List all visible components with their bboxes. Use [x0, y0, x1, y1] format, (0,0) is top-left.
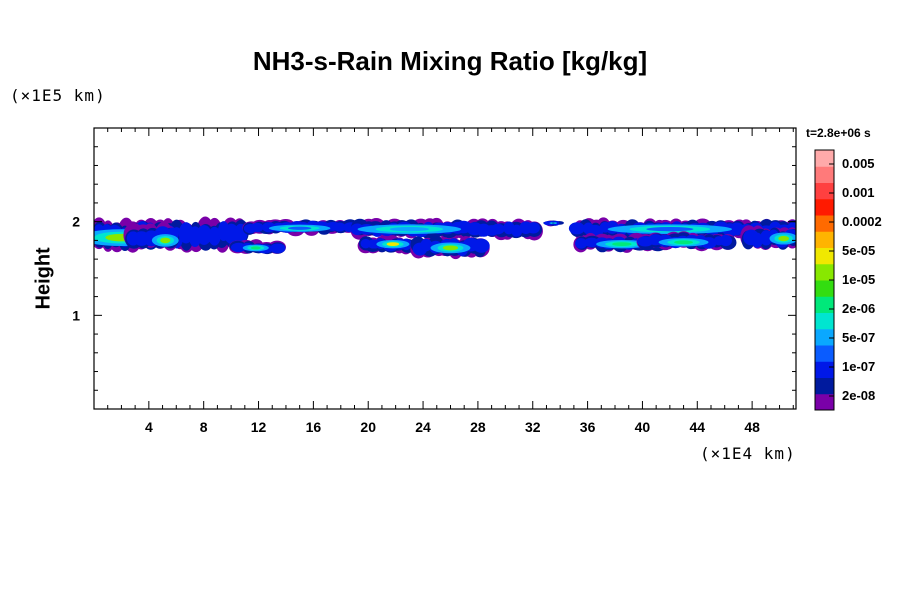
chart-title: NH3-s-Rain Mixing Ratio [kg/kg]: [252, 46, 648, 76]
cloud-core: [250, 246, 261, 250]
colorbar-swatch: [815, 150, 834, 167]
colorbar: 0.005 0.001 0.0002 5e-05 1e-05 2e-06 5e-07 1e-0…: [814, 149, 882, 411]
x-tick-label: 48: [744, 419, 760, 435]
colorbar-swatch: [815, 215, 834, 232]
colorbar-swatch: [815, 296, 834, 313]
cloud-core: [442, 245, 459, 251]
cloud-band: [740, 225, 796, 250]
x-tick-label: 12: [251, 419, 267, 435]
cloud-core: [551, 222, 555, 224]
colorbar-swatch: [815, 231, 834, 248]
colorbar-label: 2e-08: [842, 388, 875, 403]
cloud-cell: [473, 238, 490, 253]
x-tick-label: 8: [200, 419, 208, 435]
colorbar-label: 5e-05: [842, 243, 875, 258]
colorbar-swatch: [815, 280, 834, 297]
colorbar-label: 1e-05: [842, 272, 875, 287]
cloud-core: [612, 242, 632, 247]
y-axis-unit-label: (×1E5 km): [10, 86, 106, 105]
x-axis-unit-label: (×1E4 km): [700, 444, 796, 463]
x-tick-label: 16: [306, 419, 322, 435]
cloud-cell: [701, 237, 717, 249]
colorbar-label: 0.005: [842, 156, 875, 171]
cloud-core: [389, 227, 430, 232]
x-tick-label: 4: [145, 419, 153, 435]
x-tick-label: 36: [580, 419, 596, 435]
y-axis: 12: [72, 146, 796, 391]
cloud-cell: [751, 232, 763, 248]
colorbar-swatch: [815, 377, 834, 395]
cloud-layer: [94, 216, 796, 260]
x-tick-label: 20: [360, 419, 376, 435]
x-tick-label: 28: [470, 419, 486, 435]
x-tick-label: 24: [415, 419, 431, 435]
cloud-band: [636, 231, 737, 252]
cloud-core: [674, 240, 694, 245]
cloud-band: [229, 239, 286, 255]
cloud-band: [350, 217, 543, 241]
plot-frame: [93, 127, 797, 410]
colorbar-swatch: [815, 312, 834, 330]
colorbar-swatch: [815, 328, 834, 346]
colorbar-swatch: [815, 198, 834, 216]
x-tick-label: 32: [525, 419, 541, 435]
x-tick-label: 44: [689, 419, 705, 435]
cloud-band: [410, 236, 490, 260]
colorbar-swatch: [815, 247, 834, 265]
cloud-cell: [568, 222, 585, 235]
cloud-cell: [526, 222, 541, 234]
cloud-band: [543, 220, 564, 227]
cloud-cell: [269, 243, 286, 254]
colorbar-swatch: [815, 166, 834, 183]
cloud-cell: [208, 226, 221, 246]
colorbar-swatch: [815, 182, 834, 200]
colorbar-swatch: [815, 263, 834, 281]
colorbar-label: 0.001: [842, 185, 875, 200]
colorbar-label: 2e-06: [842, 301, 875, 316]
y-tick-label: 1: [72, 307, 80, 323]
cloud-cell: [491, 223, 505, 235]
cloud-cell: [575, 238, 588, 249]
colorbar-swatch: [815, 361, 834, 378]
time-label: t=2.8e+06 s: [806, 126, 871, 140]
cloud-core: [386, 242, 400, 247]
colorbar-label: 0.0002: [842, 214, 882, 229]
x-tick-label: 40: [635, 419, 651, 435]
cloud-cell: [333, 222, 346, 232]
cloud-core: [160, 237, 171, 244]
cloud-band: [123, 222, 180, 251]
colorbar-swatch: [815, 345, 834, 362]
cloud-core: [778, 235, 790, 242]
colorbar-label: 1e-07: [842, 359, 875, 374]
x-axis: 4 8 12 16 20 24 28 32 36 40 44 48: [107, 128, 794, 435]
colorbar-swatch: [815, 393, 834, 411]
cloud-band: [242, 218, 359, 237]
cloud-core: [287, 226, 312, 230]
cloud-cell: [719, 234, 733, 247]
colorbar-label: 5e-07: [842, 330, 875, 345]
y-tick-label: 2: [72, 214, 80, 230]
cloud-core: [646, 227, 694, 232]
cloud-cell: [196, 225, 212, 245]
cloud-cell: [250, 222, 264, 233]
